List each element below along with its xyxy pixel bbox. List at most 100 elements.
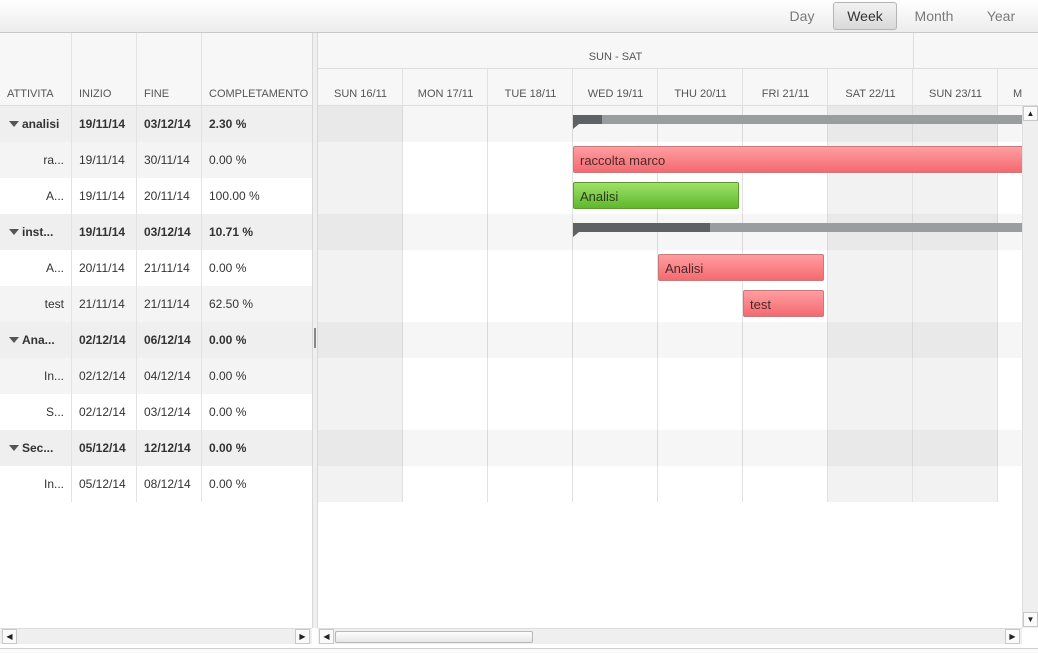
task-completion: 0.00 % (209, 153, 247, 167)
task-start-date: 19/11/14 (79, 189, 125, 203)
day-column (318, 106, 403, 502)
gantt-timeline: SUN - SAT SUN 16/11 MON 17/11 TUE 18/11 WED… (318, 33, 1038, 628)
day-header: SAT 22/11 (845, 88, 896, 100)
task-start-date: 20/11/14 (79, 261, 125, 275)
task-end-date: 03/12/14 (144, 405, 191, 419)
summary-bar[interactable] (573, 115, 1038, 129)
task-grid-header: ATTIVITA INIZIO FINE COMPLETAMENTO (0, 33, 312, 106)
grid-horizontal-scrollbar[interactable]: ◀ ▶ (0, 628, 312, 644)
timeline-row (318, 430, 1022, 466)
day-column (573, 106, 658, 502)
task-row[interactable]: A... 19/11/14 20/11/14 100.00 % (0, 178, 312, 214)
task-row[interactable]: test 21/11/14 21/11/14 62.50 % (0, 286, 312, 322)
task-bar[interactable]: test (743, 290, 824, 317)
task-name-cell: In... (4, 358, 64, 394)
task-name-cell: S... (4, 394, 64, 430)
timeline-row (318, 322, 1022, 358)
task-row[interactable]: In... 05/12/14 08/12/14 0.00 % (0, 466, 312, 502)
task-bar[interactable]: raccolta marco (573, 146, 1038, 173)
task-completion: 0.00 % (209, 369, 247, 383)
column-header-start[interactable]: INIZIO (79, 88, 112, 100)
column-header-activity[interactable]: ATTIVITA (7, 88, 54, 100)
task-name: analisi (22, 117, 60, 131)
task-group-row[interactable]: Sec... 05/12/14 12/12/14 0.00 % (0, 430, 312, 466)
task-start-date: 19/11/14 (79, 153, 125, 167)
header-divider (318, 68, 1038, 69)
arrow-down-icon[interactable]: ▼ (1023, 612, 1038, 627)
task-completion: 0.00 % (209, 261, 247, 275)
scrollbar-thumb[interactable] (335, 631, 533, 643)
task-start-date: 19/11/14 (79, 117, 126, 131)
day-header: THU 20/11 (674, 88, 727, 100)
arrow-left-icon[interactable]: ◀ (2, 629, 17, 644)
task-bar-label: Analisi (580, 189, 619, 204)
summary-start-marker (573, 232, 579, 237)
day-header-divider (572, 69, 573, 106)
vertical-scrollbar[interactable]: ▲ ▼ (1022, 106, 1038, 628)
day-column (658, 106, 743, 502)
day-column (743, 106, 828, 502)
task-name-cell: Sec... (9, 430, 69, 466)
arrow-left-icon[interactable]: ◀ (319, 629, 334, 644)
column-divider (71, 33, 72, 502)
task-end-date: 21/11/14 (144, 261, 190, 275)
triangle-down-icon[interactable] (9, 229, 19, 235)
day-header-divider (742, 69, 743, 106)
task-row[interactable]: In... 02/12/14 04/12/14 0.00 % (0, 358, 312, 394)
task-completion: 100.00 % (209, 189, 260, 203)
task-name-cell: A... (4, 250, 64, 286)
triangle-down-icon[interactable] (9, 337, 19, 343)
task-end-date: 21/11/14 (144, 297, 190, 311)
task-row[interactable]: S... 02/12/14 03/12/14 0.00 % (0, 394, 312, 430)
task-bar-label: raccolta marco (580, 153, 666, 168)
task-end-date: 06/12/14 (144, 333, 191, 347)
task-completion: 10.71 % (209, 225, 254, 239)
task-group-row[interactable]: analisi 19/11/14 03/12/14 2.30 % (0, 106, 312, 142)
task-name-cell: analisi (9, 106, 69, 142)
triangle-down-icon[interactable] (9, 121, 19, 127)
timeline-row (318, 466, 1022, 502)
column-header-completion[interactable]: COMPLETAMENTO (209, 88, 309, 100)
task-start-date: 02/12/14 (79, 333, 126, 347)
view-year-button[interactable]: Year (986, 8, 1016, 24)
summary-bar[interactable] (573, 223, 1038, 237)
splitter-grip-icon[interactable] (314, 328, 316, 348)
task-name: A... (45, 189, 64, 203)
task-bar-label: Analisi (665, 261, 704, 276)
week-range-label: SUN - SAT (588, 51, 643, 63)
task-bar[interactable]: Analisi (573, 182, 739, 209)
column-header-end[interactable]: FINE (144, 88, 170, 100)
task-name-cell: A... (4, 178, 64, 214)
task-completion: 0.00 % (209, 405, 247, 419)
task-name-cell: inst... (9, 214, 69, 250)
task-row[interactable]: A... 20/11/14 21/11/14 0.00 % (0, 250, 312, 286)
timeline-row (318, 394, 1022, 430)
arrow-right-icon[interactable]: ▶ (1005, 629, 1020, 644)
task-completion: 2.30 % (209, 117, 247, 131)
task-end-date: 04/12/14 (144, 369, 191, 383)
arrow-right-icon[interactable]: ▶ (295, 629, 310, 644)
task-group-row[interactable]: Ana... 02/12/14 06/12/14 0.00 % (0, 322, 312, 358)
view-day-button[interactable]: Day (789, 8, 815, 24)
task-start-date: 21/11/14 (79, 297, 125, 311)
task-grid: ATTIVITA INIZIO FINE COMPLETAMENTO anali… (0, 33, 312, 628)
view-month-button[interactable]: Month (914, 8, 954, 24)
triangle-down-icon[interactable] (9, 445, 19, 451)
day-column (403, 106, 488, 502)
pane-splitter[interactable] (312, 33, 318, 628)
arrow-up-icon[interactable]: ▲ (1023, 106, 1038, 121)
task-name: S... (45, 405, 64, 419)
task-completion: 0.00 % (209, 477, 247, 491)
view-week-button[interactable]: Week (833, 2, 897, 30)
task-group-row[interactable]: inst... 19/11/14 03/12/14 10.71 % (0, 214, 312, 250)
task-row[interactable]: ra... 19/11/14 30/11/14 0.00 % (0, 142, 312, 178)
timeline-horizontal-scrollbar[interactable]: ◀ ▶ (318, 628, 1022, 644)
summary-start-marker (573, 124, 579, 129)
task-name: In... (43, 369, 64, 383)
day-header: SUN 16/11 (334, 88, 387, 100)
task-bar[interactable]: Analisi (658, 254, 824, 281)
task-start-date: 02/12/14 (79, 405, 126, 419)
task-name: Sec... (22, 441, 54, 455)
column-divider (136, 33, 137, 502)
timeline-row (318, 214, 1022, 250)
